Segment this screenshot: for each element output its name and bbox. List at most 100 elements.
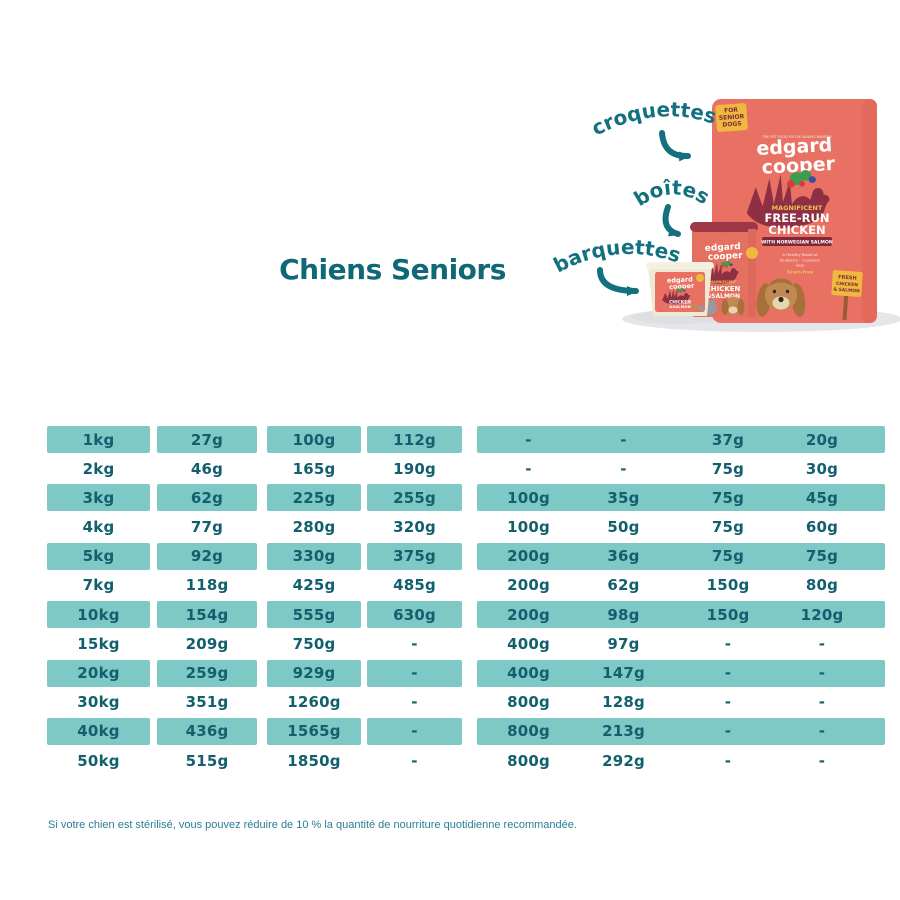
amount-group-cell: 100g 35g xyxy=(477,484,687,512)
svg-text:FRESH: FRESH xyxy=(838,274,857,281)
amount-group-cell: 800g 128g xyxy=(477,689,687,716)
table-row: 50kg 515g 1850g - 800g 292g - - xyxy=(47,746,865,775)
amount-cell: 92g xyxy=(157,542,257,570)
amount-value: 200g xyxy=(507,576,550,595)
amount-value: 100g xyxy=(507,518,550,537)
bag-claim-3: · kale · xyxy=(794,263,807,268)
bag-brand-logo: edgard cooper xyxy=(756,134,836,179)
amount-value: - xyxy=(818,722,826,741)
amount-value: 37g xyxy=(711,430,745,449)
amount-cell: 190g xyxy=(393,459,436,478)
weight-cell: 30kg xyxy=(77,693,120,712)
tray-dog-dot xyxy=(690,303,698,311)
can-magnificent: MAGNIFICENT xyxy=(710,280,737,284)
product-hero: FOR SENIOR DOGS THE PET FOOD YOU'VE ALWA… xyxy=(549,97,900,332)
amount-group-cell: 800g 213g xyxy=(477,717,687,745)
amount-value: - xyxy=(818,751,826,770)
table-row: 15kg 209g 750g - 400g 97g - - xyxy=(47,629,865,658)
svg-text:edgard: edgard xyxy=(756,134,833,160)
svg-text:cooper: cooper xyxy=(708,251,744,263)
bag-name-line1: FREE-RUN xyxy=(764,211,829,225)
amount-cell: 46g xyxy=(190,459,224,478)
table-row: 10kg 154g 555g 630g 200g 98g 150g 120g xyxy=(47,600,885,629)
croquettes-label: croquettes xyxy=(588,97,720,140)
bag-tagline: THE PET FOOD YOU'VE ALWAYS WANTED xyxy=(762,135,832,139)
amount-value: 35g xyxy=(607,488,640,507)
weight-cell: 15kg xyxy=(77,634,120,653)
amount-cell: - xyxy=(411,634,418,653)
table-row: 2kg 46g 165g 190g - -75g 30g xyxy=(47,454,865,483)
amount-value: 97g xyxy=(607,634,640,653)
amount-group-cell: 37g 20g xyxy=(677,426,885,453)
amount-value: - xyxy=(525,459,532,478)
amount-cell: 112g xyxy=(367,426,462,453)
can-name-line1: CHICKEN xyxy=(706,285,741,293)
bag-subtitle: WITH NORWEGIAN SALMON xyxy=(761,240,833,246)
table-row: 40kg 436g 1565g -800g 213g - - xyxy=(47,717,885,746)
amount-value: - xyxy=(620,430,627,449)
amount-cell: 515g xyxy=(185,751,229,770)
amount-value: 98g xyxy=(607,605,640,624)
amount-value: 200g xyxy=(507,605,550,624)
amount-cell: 929g xyxy=(267,659,361,687)
amount-cell: - xyxy=(367,717,462,745)
amount-cell: 375g xyxy=(367,542,462,570)
svg-text:edgard: edgard xyxy=(705,242,741,254)
amount-value: 120g xyxy=(800,605,844,624)
amount-cell: - xyxy=(367,659,462,687)
amount-cell: 280g xyxy=(292,518,336,537)
amount-value: - xyxy=(818,693,826,712)
amount-cell: 485g xyxy=(393,576,436,595)
table-row: 20kg 259g 929g -400g 147g - - xyxy=(47,659,885,688)
amount-group-cell: -- xyxy=(677,747,885,774)
amount-value: - xyxy=(818,634,826,653)
amount-cell: 630g xyxy=(367,601,462,629)
amount-cell: 320g xyxy=(393,518,436,537)
amount-value: 800g xyxy=(507,751,550,770)
amount-group-cell: 75g 75g xyxy=(677,542,885,570)
amount-value: - xyxy=(525,430,532,449)
can-badge xyxy=(746,247,758,259)
amount-cell: 425g xyxy=(292,576,336,595)
amount-value: 75g xyxy=(711,547,745,566)
amount-group-cell: -- xyxy=(477,426,687,453)
amount-group-cell: 200g 36g xyxy=(477,542,687,570)
amount-cell: 225g xyxy=(267,484,361,512)
tray-badge xyxy=(696,274,704,282)
amount-value: 800g xyxy=(507,693,550,712)
amount-cell: - xyxy=(411,751,418,770)
weight-cell: 2kg xyxy=(82,459,115,478)
amount-value: 45g xyxy=(805,488,839,507)
amount-cell: - xyxy=(411,693,418,712)
bag-claim-2: blueberry · cranberry xyxy=(780,258,821,263)
svg-text:DOGS: DOGS xyxy=(722,120,742,128)
amount-value: 400g xyxy=(507,634,550,653)
amount-cell: 1850g xyxy=(287,751,341,770)
amount-cell: 330g xyxy=(267,542,361,570)
amount-value: - xyxy=(724,751,732,770)
amount-cell: 62g xyxy=(157,484,257,512)
amount-value: 50g xyxy=(607,518,640,537)
amount-group-cell: 75g 60g xyxy=(677,514,885,541)
amount-value: 800g xyxy=(507,722,550,741)
amount-cell: 436g xyxy=(157,717,257,745)
weight-cell: 40kg xyxy=(47,717,150,745)
amount-value: 400g xyxy=(507,664,550,682)
senior-badge: FOR SENIOR DOGS xyxy=(715,103,748,132)
amount-value: - xyxy=(724,634,732,653)
page-title: Chiens Seniors xyxy=(279,253,506,286)
amount-value: 75g xyxy=(711,459,745,478)
table-row: 1kg 27g 100g 112g - -37g 20g xyxy=(47,425,885,454)
amount-value: 75g xyxy=(805,547,839,566)
amount-cell: 100g xyxy=(267,426,361,453)
amount-value: - xyxy=(724,722,732,741)
amount-cell: 259g xyxy=(157,659,257,687)
can-tagline-dots: · · · · · · xyxy=(718,238,727,241)
amount-cell: 750g xyxy=(292,634,336,653)
amount-value: 80g xyxy=(805,576,839,595)
svg-text:SENIOR: SENIOR xyxy=(719,113,745,122)
amount-cell: 118g xyxy=(185,576,229,595)
amount-group-cell: 75g 45g xyxy=(677,484,885,512)
amount-value: - xyxy=(724,693,732,712)
amount-group-cell: -- xyxy=(677,717,885,745)
